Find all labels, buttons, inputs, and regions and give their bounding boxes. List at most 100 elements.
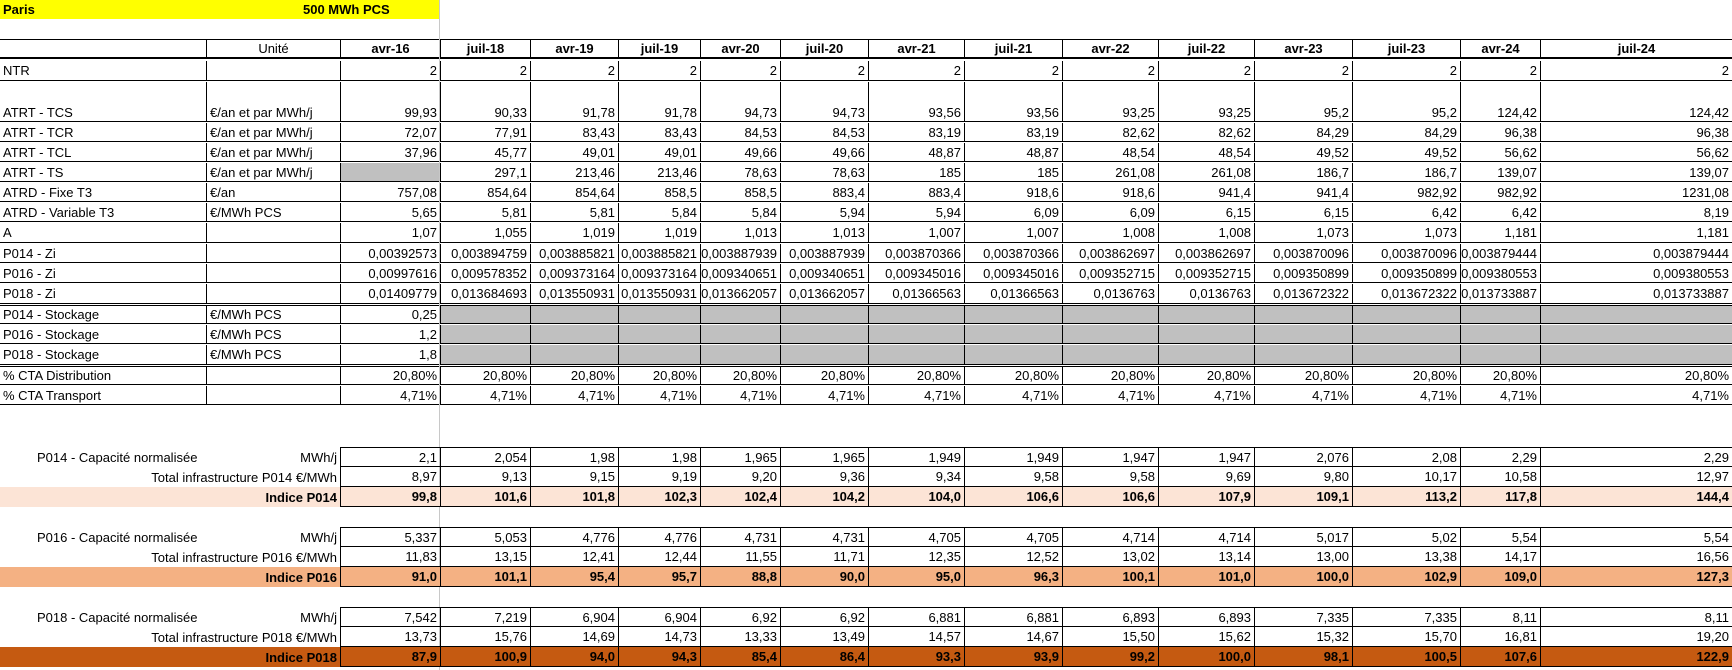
row-label[interactable]: P014 - Zi <box>0 244 206 263</box>
column-header-avr-23[interactable]: avr-23 <box>1254 39 1352 59</box>
data-cell[interactable]: 6,42 <box>1460 203 1540 222</box>
indice-value[interactable]: 101,0 <box>1158 567 1254 587</box>
data-cell[interactable] <box>1158 325 1254 344</box>
data-cell[interactable]: 48,87 <box>868 143 964 162</box>
row-unit[interactable]: €/an et par MWh/j <box>206 163 340 182</box>
data-cell[interactable] <box>1062 305 1158 324</box>
data-cell[interactable]: 78,63 <box>780 163 868 182</box>
column-header-juil-21[interactable]: juil-21 <box>964 39 1062 59</box>
data-cell[interactable]: 0,01366563 <box>868 284 964 304</box>
indice-value[interactable]: 91,0 <box>340 567 440 587</box>
column-header-juil-18[interactable]: juil-18 <box>440 39 530 59</box>
data-cell[interactable] <box>618 305 700 324</box>
data-cell[interactable]: 4,71% <box>780 386 868 405</box>
data-cell[interactable]: 56,62 <box>1460 143 1540 162</box>
data-cell[interactable]: 2 <box>1062 61 1158 81</box>
row-label[interactable]: P018 - Stockage <box>0 345 206 365</box>
data-cell[interactable]: 883,4 <box>780 183 868 202</box>
data-cell[interactable]: 0,009380553 <box>1460 264 1540 283</box>
data-cell[interactable] <box>1460 345 1540 365</box>
capacity-value[interactable]: 6,92 <box>780 607 868 627</box>
indice-value[interactable]: 86,4 <box>780 647 868 667</box>
row-unit[interactable] <box>206 366 340 385</box>
indice-value[interactable]: 93,9 <box>964 647 1062 667</box>
row-label[interactable]: NTR <box>0 61 206 81</box>
indice-value[interactable]: 96,3 <box>964 567 1062 587</box>
capacity-value[interactable]: 1,98 <box>530 447 618 467</box>
data-cell[interactable] <box>1158 345 1254 365</box>
header-blank-label[interactable] <box>0 39 206 59</box>
row-label[interactable]: ATRD - Fixe T3 <box>0 183 206 202</box>
data-cell[interactable]: 95,2 <box>1254 82 1352 122</box>
data-cell[interactable] <box>780 305 868 324</box>
data-cell[interactable]: 0,003887939 <box>780 244 868 263</box>
capacity-value[interactable]: 2,076 <box>1254 447 1352 467</box>
indice-value[interactable]: 106,6 <box>1062 487 1158 507</box>
total-label[interactable]: Total infrastructure P018 €/MWh <box>151 629 337 645</box>
data-cell[interactable]: 854,64 <box>530 183 618 202</box>
total-value[interactable]: 15,50 <box>1062 627 1158 647</box>
indice-value[interactable]: 94,3 <box>618 647 700 667</box>
data-cell[interactable]: 0,00997616 <box>340 264 440 283</box>
data-cell[interactable] <box>964 305 1062 324</box>
indice-value[interactable]: 87,9 <box>340 647 440 667</box>
indice-value[interactable]: 90,0 <box>780 567 868 587</box>
capacity-label[interactable]: P018 - Capacité normalisée <box>37 609 198 625</box>
capacity-value[interactable]: 8,11 <box>1540 607 1732 627</box>
data-cell[interactable] <box>1460 305 1540 324</box>
total-value[interactable]: 15,70 <box>1352 627 1460 647</box>
data-cell[interactable]: 0,003885821 <box>618 244 700 263</box>
data-cell[interactable]: 139,07 <box>1540 163 1732 182</box>
column-header-juil-24[interactable]: juil-24 <box>1540 39 1732 59</box>
data-cell[interactable]: 5,94 <box>868 203 964 222</box>
data-cell[interactable] <box>530 305 618 324</box>
column-header-avr-16[interactable]: avr-16 <box>340 39 440 59</box>
data-cell[interactable] <box>340 163 440 182</box>
data-cell[interactable]: 93,56 <box>868 82 964 122</box>
data-cell[interactable]: 6,15 <box>1254 203 1352 222</box>
data-cell[interactable]: 5,84 <box>618 203 700 222</box>
data-cell[interactable]: 5,94 <box>780 203 868 222</box>
total-value[interactable]: 9,58 <box>1062 467 1158 487</box>
capacity-value[interactable]: 7,542 <box>340 607 440 627</box>
data-cell[interactable]: 0,009350899 <box>1352 264 1460 283</box>
data-cell[interactable]: 4,71% <box>1540 386 1732 405</box>
row-unit[interactable]: €/MWh PCS <box>206 325 340 344</box>
total-value[interactable]: 13,33 <box>700 627 780 647</box>
total-value[interactable]: 10,58 <box>1460 467 1540 487</box>
capacity-value[interactable]: 6,904 <box>618 607 700 627</box>
total-value[interactable]: 14,69 <box>530 627 618 647</box>
data-cell[interactable] <box>618 345 700 365</box>
row-unit[interactable]: €/MWh PCS <box>206 203 340 222</box>
row-label[interactable]: P018 - Zi <box>0 284 206 304</box>
data-cell[interactable]: 4,71% <box>1460 386 1540 405</box>
column-header-avr-22[interactable]: avr-22 <box>1062 39 1158 59</box>
data-cell[interactable]: 0,013733887 <box>1460 284 1540 304</box>
data-cell[interactable]: 99,93 <box>340 82 440 122</box>
capacity-value[interactable]: 1,965 <box>700 447 780 467</box>
total-label[interactable]: Total infrastructure P014 €/MWh <box>151 469 337 485</box>
data-cell[interactable] <box>1352 325 1460 344</box>
data-cell[interactable]: 186,7 <box>1254 163 1352 182</box>
capacity-value[interactable]: 6,881 <box>964 607 1062 627</box>
data-cell[interactable]: 982,92 <box>1460 183 1540 202</box>
data-cell[interactable]: 1,007 <box>964 223 1062 243</box>
total-value[interactable]: 9,20 <box>700 467 780 487</box>
data-cell[interactable]: 0,013550931 <box>530 284 618 304</box>
row-label[interactable]: % CTA Transport <box>0 386 206 405</box>
capacity-value[interactable]: 1,965 <box>780 447 868 467</box>
data-cell[interactable] <box>618 325 700 344</box>
data-cell[interactable] <box>868 345 964 365</box>
data-cell[interactable]: 93,25 <box>1062 82 1158 122</box>
total-value[interactable]: 13,02 <box>1062 547 1158 567</box>
data-cell[interactable]: 1,013 <box>780 223 868 243</box>
data-cell[interactable]: 0,01409779 <box>340 284 440 304</box>
column-header-avr-19[interactable]: avr-19 <box>530 39 618 59</box>
indice-value[interactable]: 98,1 <box>1254 647 1352 667</box>
indice-value[interactable]: 88,8 <box>700 567 780 587</box>
data-cell[interactable]: 5,84 <box>700 203 780 222</box>
data-cell[interactable] <box>440 305 530 324</box>
data-cell[interactable]: 1231,08 <box>1540 183 1732 202</box>
indice-value[interactable]: 144,4 <box>1540 487 1732 507</box>
total-value[interactable]: 14,57 <box>868 627 964 647</box>
